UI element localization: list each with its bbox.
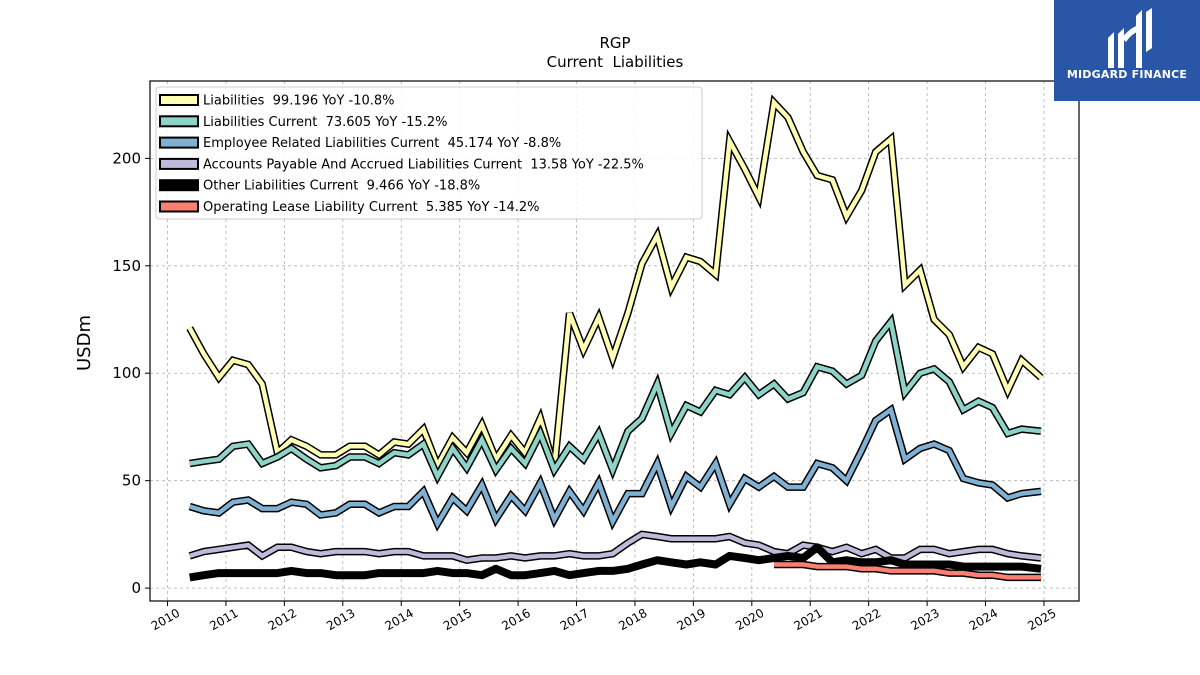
y-tick-label: 150 [112, 257, 141, 275]
series-2 [189, 312, 1042, 485]
legend-swatch [159, 179, 199, 192]
series-1 [186, 94, 1044, 475]
series-line [189, 543, 1042, 582]
legend-item: Liabilities 99.196 YoY -10.8% [159, 94, 395, 109]
legend-label: Employee Related Liabilities Current 45.… [203, 136, 561, 151]
x-tick-label: 2025 [1025, 606, 1058, 633]
legend-label: Liabilities Current 73.605 YoY -15.2% [203, 115, 447, 130]
legend-item: Other Liabilities Current 9.466 YoY -18.… [159, 179, 480, 194]
brand-logo: MIDGARD FINANCE [1054, 0, 1200, 101]
series-line [187, 97, 1043, 471]
x-tick-label: 2018 [616, 606, 649, 633]
chart-title: RGP [599, 34, 630, 52]
x-tick-label: 2012 [266, 606, 299, 633]
x-tick-label: 2010 [149, 606, 182, 633]
x-tick-label: 2020 [733, 606, 766, 633]
series-4 [188, 530, 1042, 565]
y-axis-label: USDm [74, 315, 95, 371]
x-tick-label: 2014 [383, 606, 416, 633]
logo-mark-icon [1108, 8, 1152, 68]
legend-label: Other Liabilities Current 9.466 YoY -18.… [203, 179, 480, 194]
series-line [189, 316, 1042, 482]
legend-swatch [159, 200, 199, 213]
series-line [774, 562, 1041, 580]
logo-text: MIDGARD FINANCE [1066, 68, 1188, 81]
x-tick-label: 2017 [558, 606, 591, 633]
plot-frame [149, 80, 1080, 602]
x-tick-label: 2015 [441, 606, 474, 633]
series-6 [774, 560, 1041, 582]
legend-box [155, 86, 703, 220]
x-tick-label: 2021 [792, 606, 825, 633]
x-tick-label: 2011 [207, 606, 240, 633]
y-tick-label: 100 [112, 364, 141, 382]
series-layer [186, 94, 1044, 582]
x-tick-label: 2022 [850, 606, 883, 633]
legend-swatch [159, 115, 199, 128]
legend-label: Accounts Payable And Accrued Liabilities… [203, 157, 644, 172]
legend: Liabilities 99.196 YoY -10.8% Liabilities… [155, 86, 703, 220]
axes: 0 50 100 150 200 2010 2011 2012 2013 2014 2015 2016… [112, 149, 1058, 633]
legend-swatch [159, 136, 199, 149]
series-line [189, 406, 1042, 529]
legend-item: Accounts Payable And Accrued Liabilities… [159, 157, 644, 172]
legend-label: Liabilities 99.196 YoY -10.8% [203, 94, 395, 109]
series-3 [188, 403, 1042, 532]
legend-swatch [159, 157, 199, 170]
series-line-outline [188, 530, 1042, 565]
legend-item: Employee Related Liabilities Current 45.… [159, 136, 561, 151]
y-tick-label: 0 [131, 579, 141, 597]
legend-item: Operating Lease Liability Current 5.385 … [159, 200, 540, 215]
y-tick-label: 50 [122, 472, 141, 490]
x-tick-label: 2013 [324, 606, 357, 633]
series-5 [189, 543, 1042, 582]
x-tick-label: 2019 [675, 606, 708, 633]
x-tick-label: 2023 [908, 606, 941, 633]
legend-label: Operating Lease Liability Current 5.385 … [203, 200, 540, 215]
x-tick-label: 2016 [499, 606, 532, 633]
y-tick-label: 200 [112, 149, 141, 167]
legend-swatch [159, 94, 199, 106]
legend-item: Liabilities Current 73.605 YoY -15.2% [159, 115, 447, 130]
chart-subtitle: Current Liabilities [547, 53, 684, 71]
x-tick-label: 2024 [967, 606, 1000, 633]
